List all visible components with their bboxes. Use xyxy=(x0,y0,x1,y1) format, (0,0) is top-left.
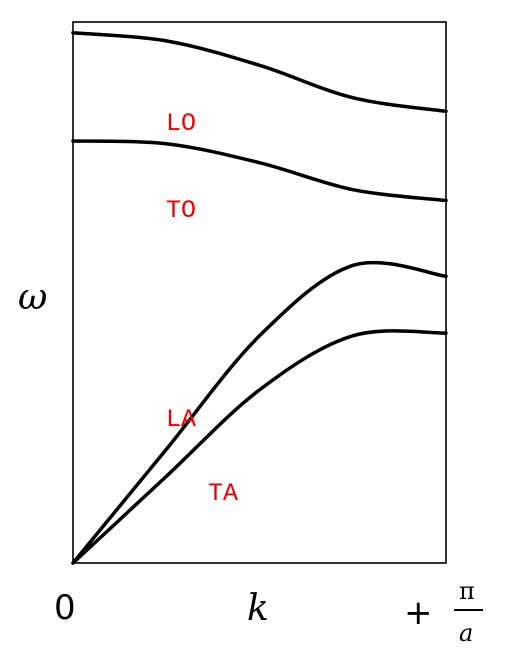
x-tick-end-sign: + xyxy=(404,593,433,633)
y-axis-label: ω xyxy=(18,277,47,318)
ta-label: TA xyxy=(208,479,238,508)
lo-label: LO xyxy=(166,109,196,138)
x-tick-start: 0 xyxy=(54,588,76,628)
ta-curve xyxy=(71,329,448,565)
plot-frame xyxy=(72,21,447,564)
lo-curve xyxy=(71,31,448,114)
to-curve xyxy=(71,139,448,203)
la-curve xyxy=(71,260,448,565)
x-tick-end-numerator: π xyxy=(459,577,475,605)
x-axis-label: k xyxy=(247,588,269,629)
x-tick-end-denominator: a xyxy=(459,619,473,647)
to-label: TO xyxy=(166,196,196,225)
la-label: LA xyxy=(166,405,196,434)
